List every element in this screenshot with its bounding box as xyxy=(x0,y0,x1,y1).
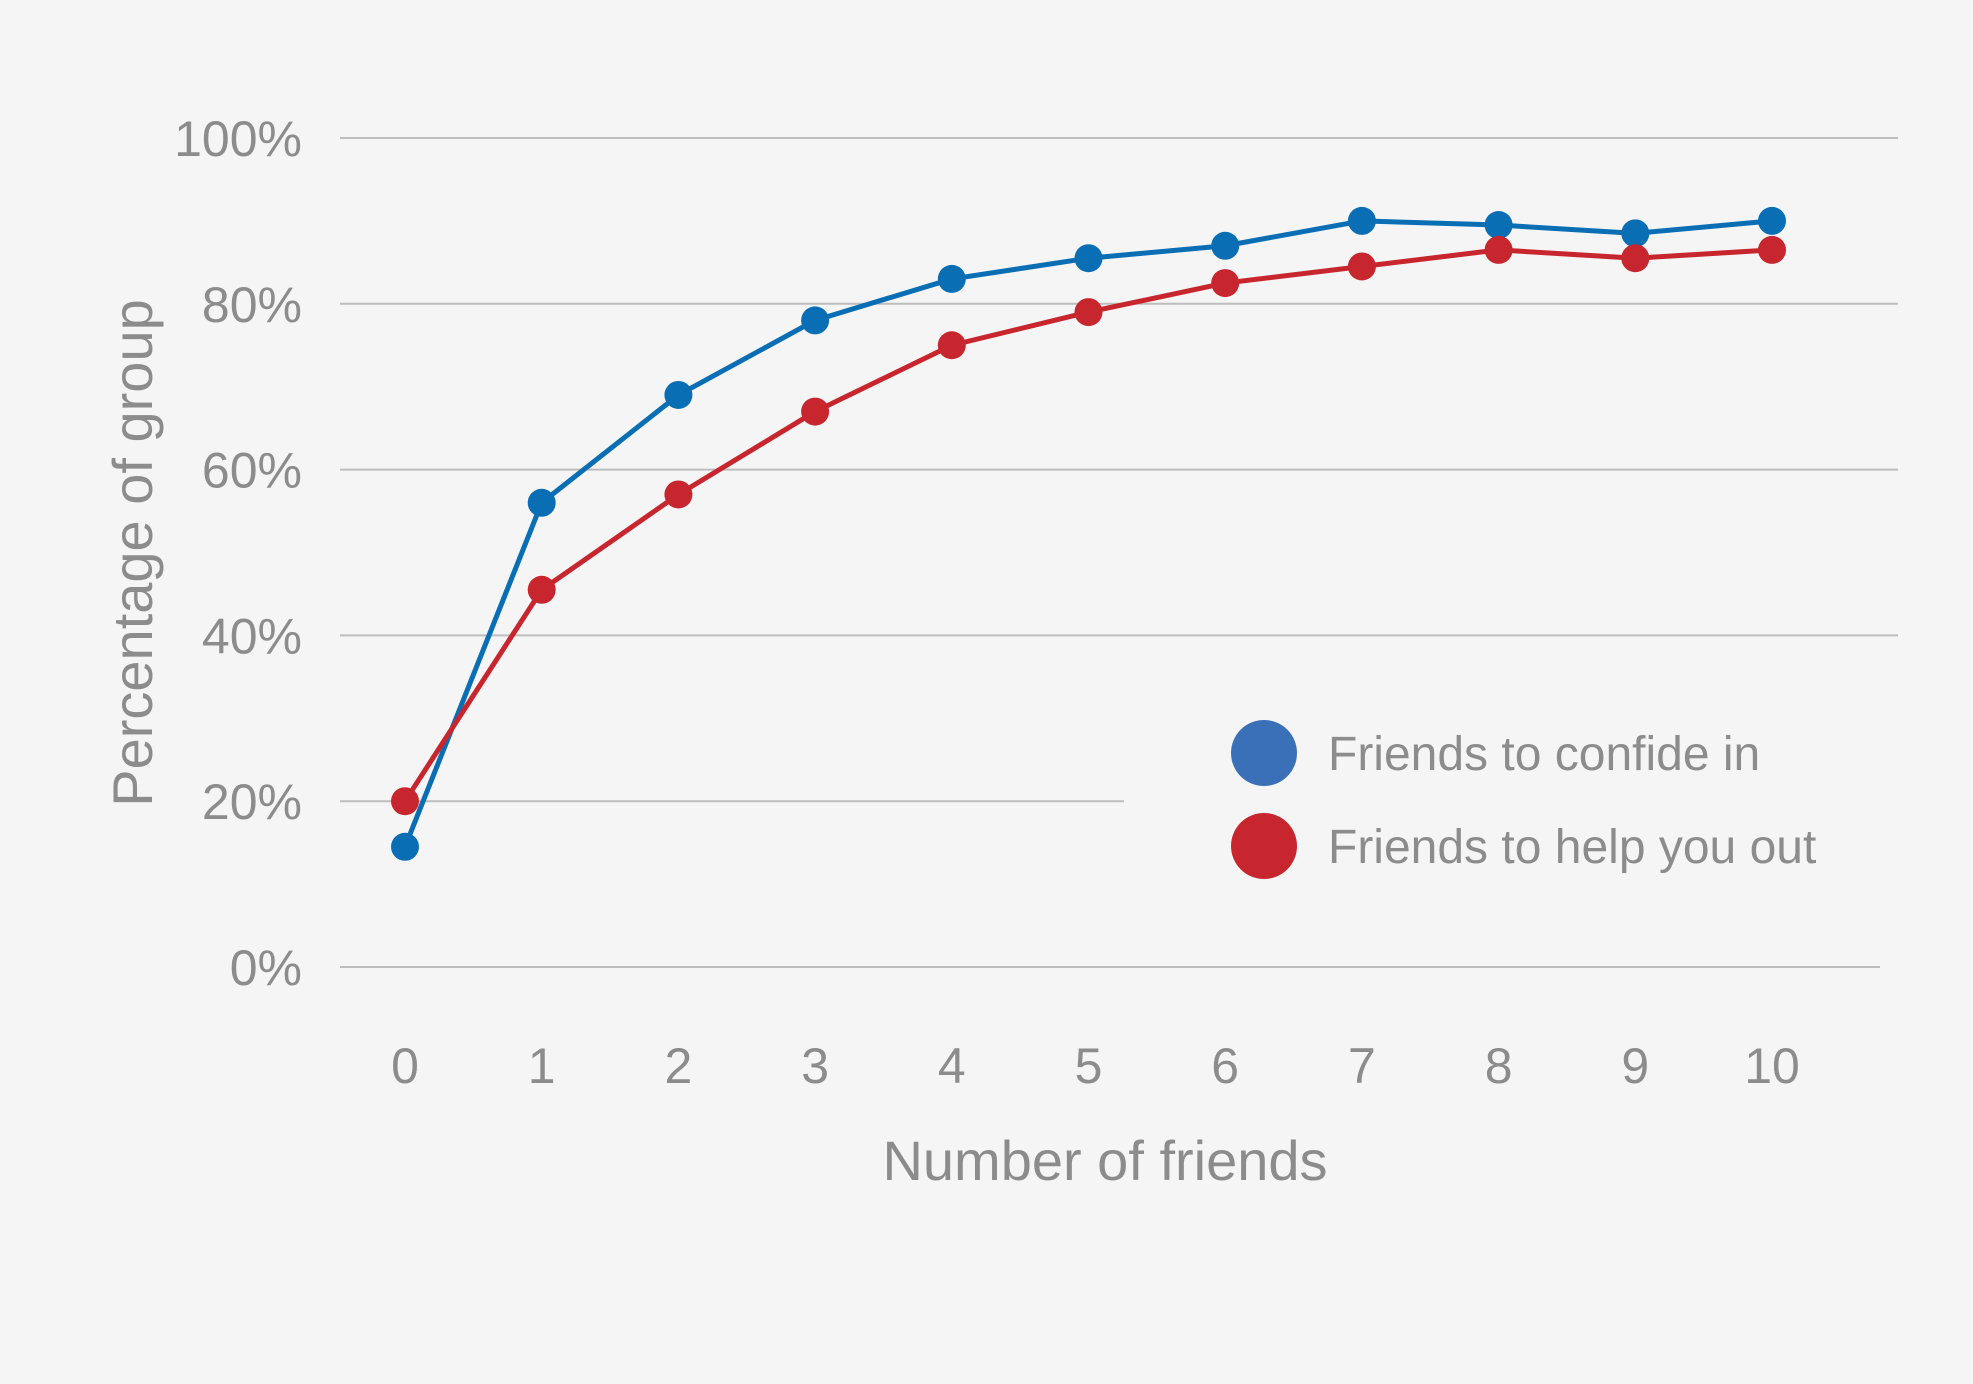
data-point xyxy=(1074,298,1103,327)
data-point xyxy=(527,488,556,517)
legend-item: Friends to help you out xyxy=(1231,813,1816,879)
x-axis-title: Number of friends xyxy=(882,1129,1327,1192)
y-axis-ticks: 0% 20% 40% 60% 80% 100% xyxy=(174,111,302,996)
data-point xyxy=(1484,235,1513,264)
data-point xyxy=(1074,244,1103,273)
data-point xyxy=(1484,211,1513,240)
x-tick-label: 9 xyxy=(1621,1038,1649,1094)
data-point xyxy=(1347,252,1376,281)
data-point xyxy=(937,264,966,293)
y-tick-label: 80% xyxy=(202,277,302,333)
x-tick-label: 5 xyxy=(1075,1038,1103,1094)
data-point xyxy=(1347,206,1376,235)
data-point xyxy=(664,480,693,509)
y-tick-label: 40% xyxy=(202,608,302,664)
x-tick-label: 6 xyxy=(1211,1038,1239,1094)
data-point xyxy=(1621,219,1650,248)
data-point xyxy=(801,397,830,426)
data-point xyxy=(1758,235,1786,264)
legend: Friends to confide in Friends to help you… xyxy=(1231,720,1816,879)
data-point xyxy=(801,306,830,335)
y-tick-label: 0% xyxy=(230,940,302,996)
series-line xyxy=(402,247,1773,803)
y-tick-label: 20% xyxy=(202,774,302,830)
y-tick-label: 60% xyxy=(202,443,302,499)
x-tick-label: 8 xyxy=(1485,1038,1513,1094)
legend-label: Friends to help you out xyxy=(1328,821,1816,874)
data-point xyxy=(391,832,419,861)
x-tick-label: 7 xyxy=(1348,1038,1376,1094)
y-tick-label: 100% xyxy=(174,111,302,167)
x-tick-label: 10 xyxy=(1744,1038,1800,1094)
data-point xyxy=(1211,231,1240,260)
legend-marker xyxy=(1231,813,1297,879)
x-tick-label: 1 xyxy=(528,1038,556,1094)
data-point xyxy=(1758,206,1786,235)
x-tick-label: 0 xyxy=(391,1038,419,1094)
legend-item: Friends to confide in xyxy=(1231,720,1760,786)
data-point xyxy=(1211,269,1240,298)
data-point xyxy=(937,331,966,360)
x-tick-label: 2 xyxy=(664,1038,692,1094)
x-tick-label: 4 xyxy=(938,1038,966,1094)
data-point xyxy=(1621,244,1650,273)
series-lines xyxy=(391,206,1786,861)
data-point xyxy=(527,575,556,604)
y-axis-title: Percentage of group xyxy=(101,299,164,806)
data-point xyxy=(391,787,419,816)
series-2 xyxy=(391,235,1786,816)
x-axis-ticks: 0 1 2 3 4 5 6 7 8 9 10 xyxy=(391,1038,1800,1094)
data-point xyxy=(664,380,693,409)
x-tick-label: 3 xyxy=(801,1038,829,1094)
series-1 xyxy=(391,206,1786,861)
legend-label: Friends to confide in xyxy=(1328,728,1760,781)
legend-marker xyxy=(1231,720,1297,786)
